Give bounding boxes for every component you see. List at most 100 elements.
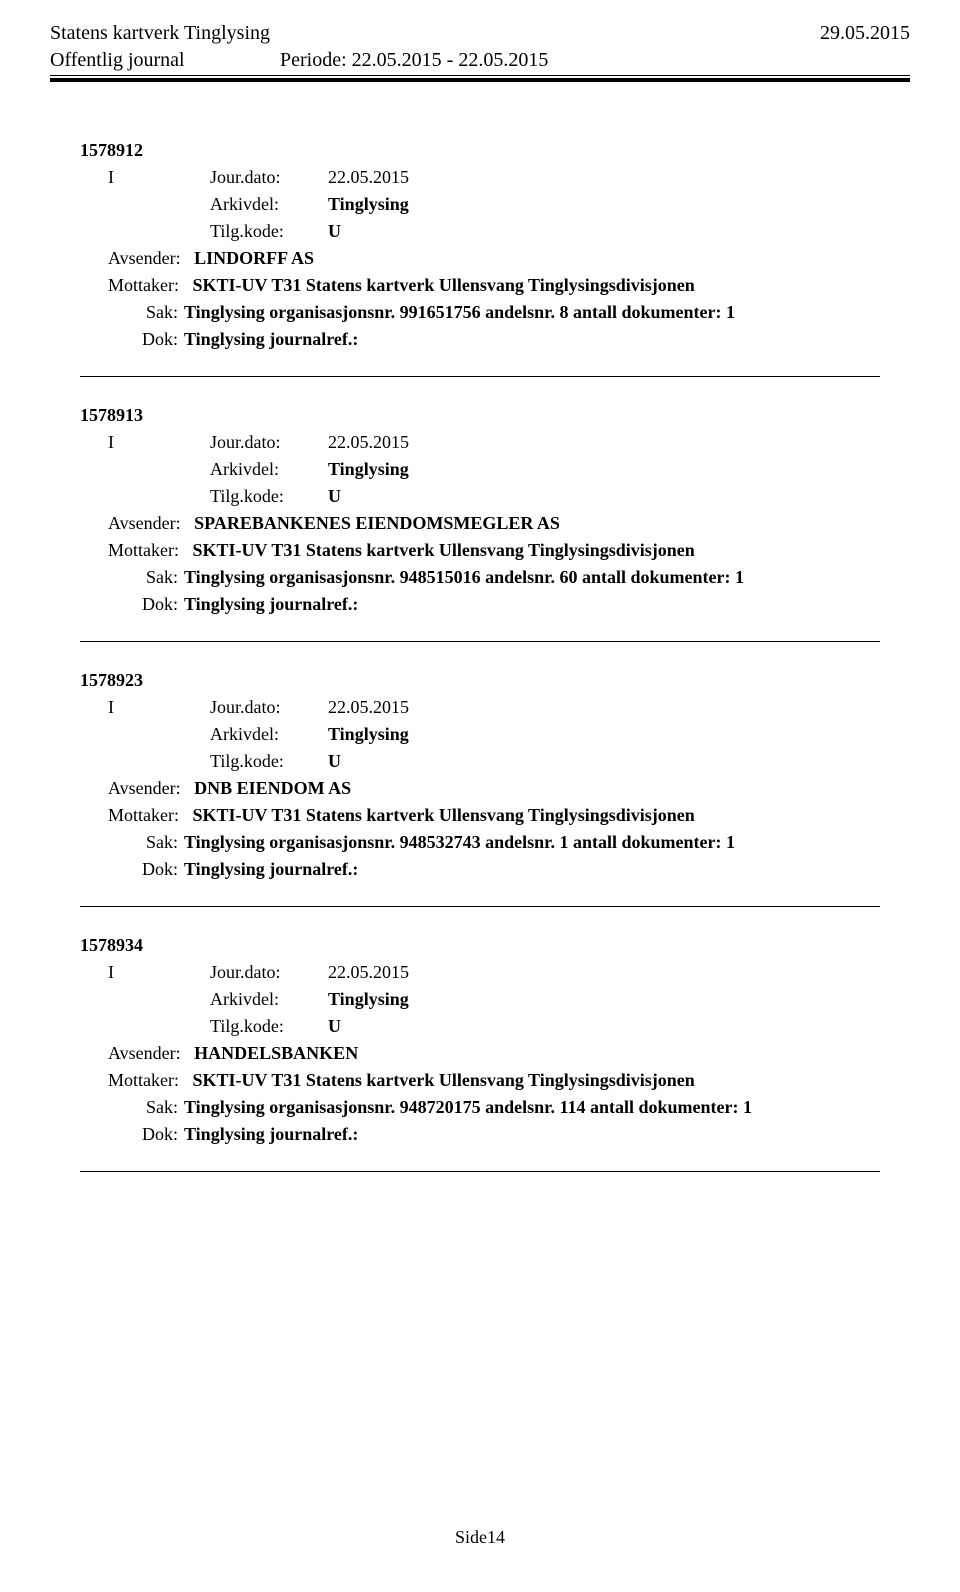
sak-value: Tinglysing organisasjonsnr. 991651756 an… — [184, 302, 880, 323]
entry-type: I — [108, 432, 210, 453]
jourdato-label: Jour.dato: — [210, 697, 328, 718]
header-rule-thin — [50, 75, 910, 76]
mottaker-label: Mottaker: — [108, 275, 179, 295]
spacer — [108, 751, 210, 772]
entry-arkivdel-row: Arkivdel: Tinglysing — [80, 194, 880, 215]
arkivdel-value: Tinglysing — [328, 989, 409, 1010]
entry-tilgkode-row: Tilg.kode: U — [80, 486, 880, 507]
arkivdel-value: Tinglysing — [328, 724, 409, 745]
entry-avsender-row: Avsender: SPAREBANKENES EIENDOMSMEGLER A… — [80, 513, 880, 534]
entry-sak-row: Sak: Tinglysing organisasjonsnr. 9916517… — [80, 302, 880, 323]
mottaker-value: SKTI-UV T31 Statens kartverk Ullensvang … — [192, 275, 694, 295]
spacer — [108, 486, 210, 507]
spacer — [108, 724, 210, 745]
dok-label: Dok: — [136, 329, 184, 350]
entry-id: 1578923 — [80, 670, 880, 691]
arkivdel-label: Arkivdel: — [210, 989, 328, 1010]
journal-entry: 1578913 I Jour.dato: 22.05.2015 Arkivdel… — [80, 405, 880, 615]
period-value: 22.05.2015 - 22.05.2015 — [352, 49, 549, 71]
mottaker-label: Mottaker: — [108, 805, 179, 825]
entry-arkivdel-row: Arkivdel: Tinglysing — [80, 724, 880, 745]
header-row-2: Offentlig journal Periode: 22.05.2015 - … — [50, 49, 910, 72]
entry-sak-row: Sak: Tinglysing organisasjonsnr. 9487201… — [80, 1097, 880, 1118]
arkivdel-value: Tinglysing — [328, 194, 409, 215]
entry-avsender-row: Avsender: LINDORFF AS — [80, 248, 880, 269]
entry-mottaker-row: Mottaker: SKTI-UV T31 Statens kartverk U… — [80, 540, 880, 561]
entry-mottaker-row: Mottaker: SKTI-UV T31 Statens kartverk U… — [80, 275, 880, 296]
spacer — [108, 221, 210, 242]
arkivdel-value: Tinglysing — [328, 459, 409, 480]
page-container: Statens kartverk Tinglysing 29.05.2015 O… — [0, 0, 960, 1172]
entry-sak-row: Sak: Tinglysing organisasjonsnr. 9485327… — [80, 832, 880, 853]
entry-sak-row: Sak: Tinglysing organisasjonsnr. 9485150… — [80, 567, 880, 588]
entry-jourdato-row: I Jour.dato: 22.05.2015 — [80, 432, 880, 453]
dok-value: Tinglysing journalref.: — [184, 1124, 880, 1145]
sak-label: Sak: — [136, 1097, 184, 1118]
tilgkode-value: U — [328, 751, 341, 772]
journal-entry: 1578923 I Jour.dato: 22.05.2015 Arkivdel… — [80, 670, 880, 880]
entries-container: 1578912 I Jour.dato: 22.05.2015 Arkivdel… — [50, 90, 910, 1172]
entry-jourdato-row: I Jour.dato: 22.05.2015 — [80, 697, 880, 718]
arkivdel-label: Arkivdel: — [210, 194, 328, 215]
entry-tilgkode-row: Tilg.kode: U — [80, 221, 880, 242]
entry-mottaker-row: Mottaker: SKTI-UV T31 Statens kartverk U… — [80, 805, 880, 826]
sak-label: Sak: — [136, 302, 184, 323]
header-row-1: Statens kartverk Tinglysing 29.05.2015 — [50, 22, 910, 45]
entry-avsender-row: Avsender: HANDELSBANKEN — [80, 1043, 880, 1064]
mottaker-value: SKTI-UV T31 Statens kartverk Ullensvang … — [192, 540, 694, 560]
dok-value: Tinglysing journalref.: — [184, 859, 880, 880]
header-date: 29.05.2015 — [820, 22, 910, 45]
entry-avsender-row: Avsender: DNB EIENDOM AS — [80, 778, 880, 799]
tilgkode-label: Tilg.kode: — [210, 486, 328, 507]
entry-dok-row: Dok: Tinglysing journalref.: — [80, 329, 880, 350]
entry-id: 1578913 — [80, 405, 880, 426]
avsender-label: Avsender: — [108, 513, 181, 533]
jourdato-value: 22.05.2015 — [328, 697, 409, 718]
mottaker-value: SKTI-UV T31 Statens kartverk Ullensvang … — [192, 1070, 694, 1090]
page-footer: Side14 — [0, 1527, 960, 1548]
entry-type: I — [108, 697, 210, 718]
spacer — [108, 459, 210, 480]
spacer — [108, 989, 210, 1010]
header-rule-thick — [50, 78, 910, 82]
tilgkode-value: U — [328, 1016, 341, 1037]
entry-tilgkode-row: Tilg.kode: U — [80, 1016, 880, 1037]
header-subtitle: Offentlig journal — [50, 49, 280, 72]
avsender-value: HANDELSBANKEN — [194, 1043, 358, 1063]
entry-type: I — [108, 962, 210, 983]
entry-id: 1578934 — [80, 935, 880, 956]
tilgkode-label: Tilg.kode: — [210, 221, 328, 242]
sak-value: Tinglysing organisasjonsnr. 948720175 an… — [184, 1097, 880, 1118]
avsender-label: Avsender: — [108, 248, 181, 268]
entry-dok-row: Dok: Tinglysing journalref.: — [80, 594, 880, 615]
sak-value: Tinglysing organisasjonsnr. 948532743 an… — [184, 832, 880, 853]
header: Statens kartverk Tinglysing 29.05.2015 O… — [50, 22, 910, 90]
dok-label: Dok: — [136, 594, 184, 615]
page-number: Side14 — [455, 1527, 505, 1547]
dok-value: Tinglysing journalref.: — [184, 329, 880, 350]
journal-entry: 1578934 I Jour.dato: 22.05.2015 Arkivdel… — [80, 935, 880, 1145]
mottaker-label: Mottaker: — [108, 540, 179, 560]
journal-entry: 1578912 I Jour.dato: 22.05.2015 Arkivdel… — [80, 140, 880, 350]
avsender-label: Avsender: — [108, 778, 181, 798]
avsender-label: Avsender: — [108, 1043, 181, 1063]
entry-tilgkode-row: Tilg.kode: U — [80, 751, 880, 772]
sak-label: Sak: — [136, 832, 184, 853]
tilgkode-label: Tilg.kode: — [210, 1016, 328, 1037]
avsender-value: SPAREBANKENES EIENDOMSMEGLER AS — [194, 513, 560, 533]
avsender-value: LINDORFF AS — [194, 248, 314, 268]
entry-divider — [80, 906, 880, 907]
tilgkode-value: U — [328, 221, 341, 242]
spacer — [108, 1016, 210, 1037]
arkivdel-label: Arkivdel: — [210, 724, 328, 745]
entry-id: 1578912 — [80, 140, 880, 161]
dok-value: Tinglysing journalref.: — [184, 594, 880, 615]
entry-divider — [80, 1171, 880, 1172]
sak-value: Tinglysing organisasjonsnr. 948515016 an… — [184, 567, 880, 588]
header-period: Periode: 22.05.2015 - 22.05.2015 — [280, 49, 548, 72]
tilgkode-label: Tilg.kode: — [210, 751, 328, 772]
jourdato-value: 22.05.2015 — [328, 962, 409, 983]
jourdato-value: 22.05.2015 — [328, 432, 409, 453]
jourdato-value: 22.05.2015 — [328, 167, 409, 188]
header-title: Statens kartverk Tinglysing — [50, 22, 270, 45]
